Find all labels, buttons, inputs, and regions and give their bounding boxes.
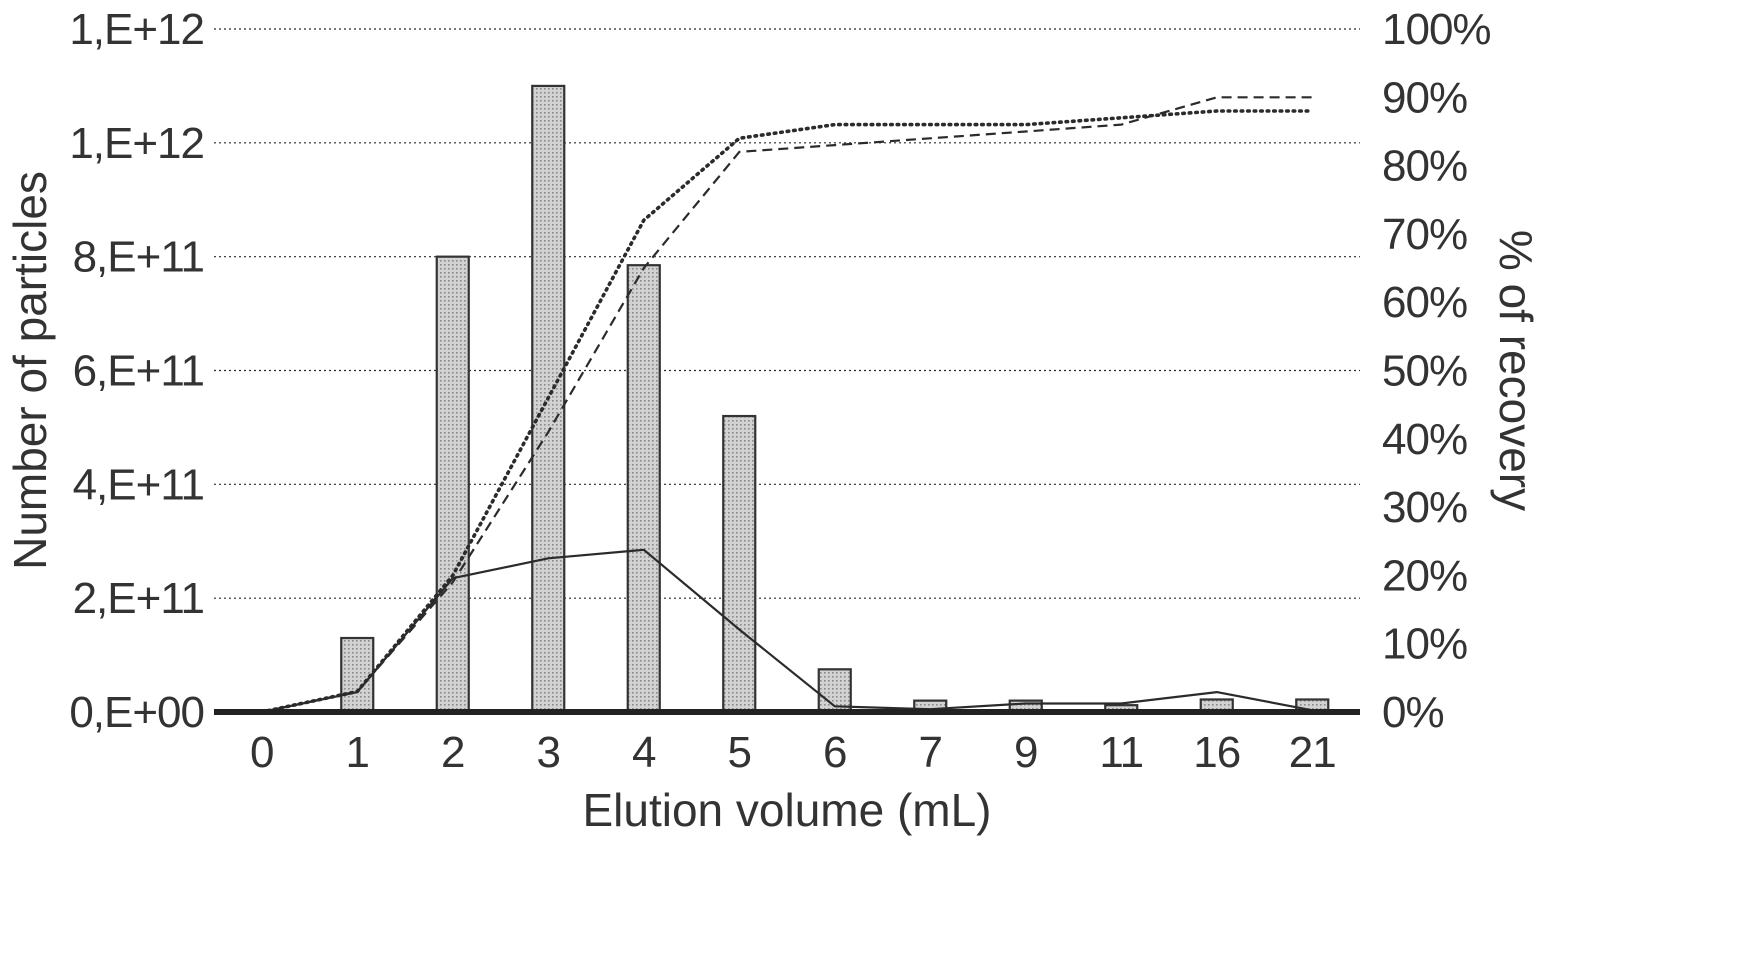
y-axis-right-title: % of recovery <box>1490 230 1542 511</box>
series-line-dotted <box>259 109 1315 714</box>
x-tick-label: 9 <box>1014 728 1037 777</box>
y-tick-label: 0,E+00 <box>69 688 204 737</box>
x-axis-title: Elution volume (mL) <box>582 784 991 836</box>
x-tick-label: 21 <box>1289 728 1336 777</box>
y2-tick-label: 100% <box>1382 5 1491 54</box>
y-tick-label: 2,E+11 <box>73 574 204 623</box>
y2-tick-label: 80% <box>1382 142 1467 191</box>
y-tick-label: 1,E+12 <box>69 119 204 168</box>
bar-series <box>340 84 1330 714</box>
line-series <box>259 96 1315 714</box>
x-tick-label: 4 <box>632 728 656 777</box>
y-tick-label: 6,E+11 <box>73 347 204 396</box>
y2-tick-label: 30% <box>1382 483 1467 532</box>
x-tick-label: 6 <box>823 728 846 777</box>
y2-tick-label: 60% <box>1382 278 1467 327</box>
x-tick-label: 11 <box>1099 728 1143 777</box>
y-tick-label: 4,E+11 <box>73 460 204 509</box>
y-tick-label: 8,E+11 <box>73 233 204 282</box>
gridlines <box>214 28 1360 599</box>
y-axis-left-title: Number of particles <box>4 171 56 570</box>
series-line-dashed <box>261 96 1313 714</box>
y2-tick-label: 90% <box>1382 73 1467 122</box>
y-axis-right-ticks: 0% 10% 20% 30% 40% 50% 60% 70% 80% 90% 100% <box>1382 5 1492 737</box>
x-tick-label: 3 <box>537 728 560 777</box>
bar <box>435 255 470 714</box>
y-axis-left-ticks: 0,E+00 2,E+11 4,E+11 6,E+11 8,E+11 1,E+12 1,E+… <box>69 5 205 737</box>
y2-tick-label: 40% <box>1382 415 1467 464</box>
y2-tick-label: 50% <box>1382 347 1467 396</box>
y-tick-label: 1,E+12 <box>69 5 204 54</box>
x-tick-label: 0 <box>250 728 273 777</box>
y2-tick-label: 0% <box>1382 688 1444 737</box>
x-tick-label: 1 <box>346 728 369 777</box>
y2-tick-label: 10% <box>1382 620 1467 669</box>
x-tick-label: 7 <box>919 728 942 777</box>
x-tick-label: 16 <box>1193 728 1240 777</box>
bar <box>340 636 375 714</box>
y2-tick-label: 20% <box>1382 551 1467 600</box>
y2-tick-label: 70% <box>1382 210 1467 259</box>
series-line-solid <box>261 548 1313 714</box>
bar <box>722 414 757 714</box>
x-tick-label: 5 <box>728 728 751 777</box>
x-axis-ticks: 0 1 2 3 4 5 6 7 9 11 16 21 <box>250 728 1337 777</box>
bar <box>626 264 661 714</box>
x-tick-label: 2 <box>441 728 464 777</box>
